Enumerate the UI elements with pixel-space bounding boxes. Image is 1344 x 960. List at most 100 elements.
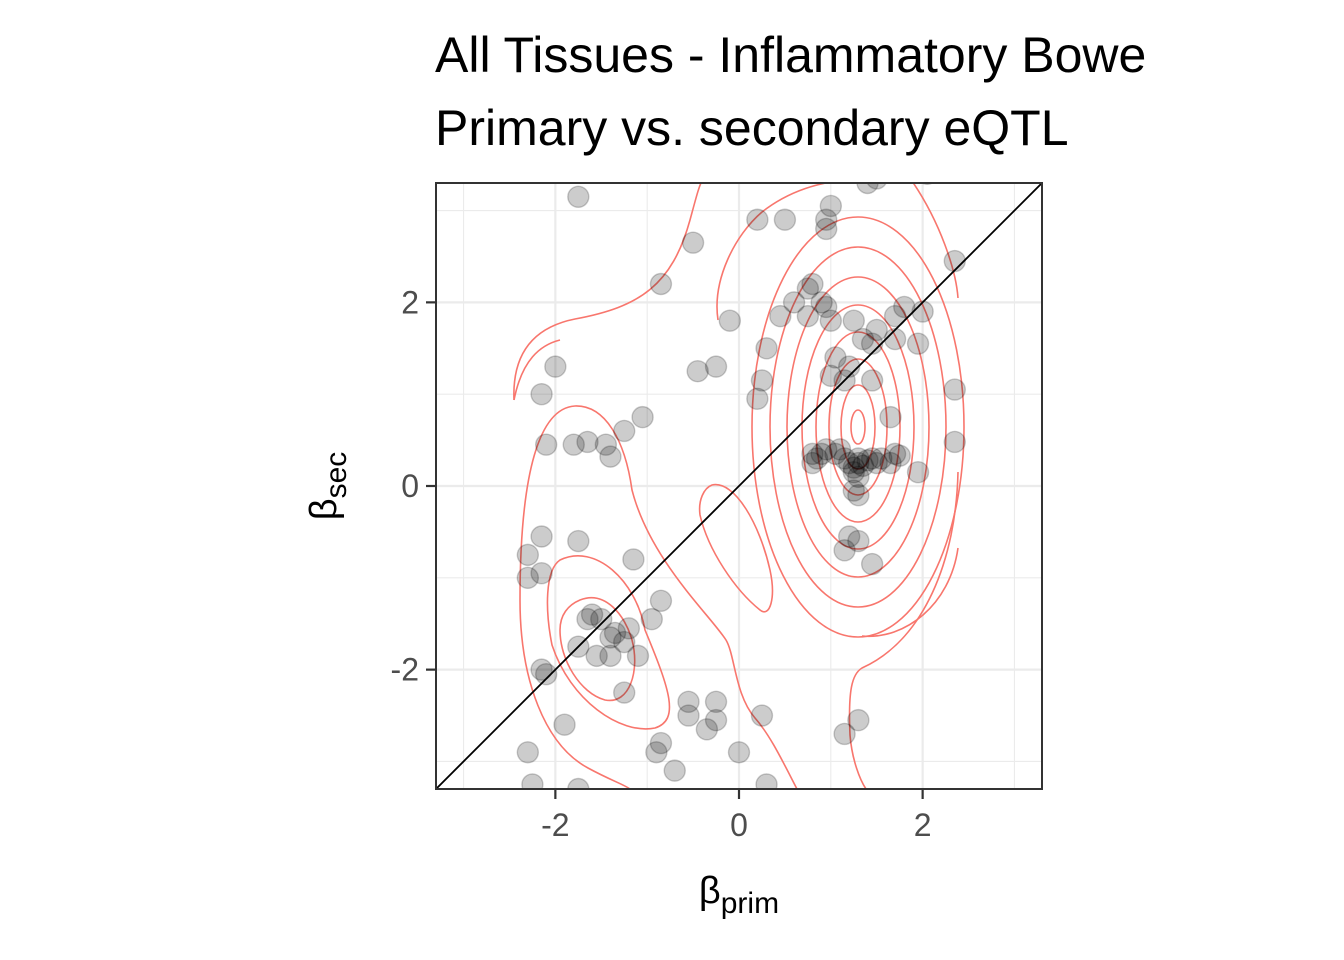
data-point bbox=[755, 773, 778, 789]
data-point bbox=[801, 272, 824, 296]
data-point bbox=[856, 183, 879, 195]
data-point bbox=[622, 548, 645, 571]
density-contour-17 bbox=[850, 409, 866, 445]
data-point bbox=[837, 525, 861, 548]
data-point bbox=[746, 208, 769, 231]
data-point bbox=[590, 607, 613, 631]
data-point bbox=[828, 438, 852, 461]
data-point bbox=[920, 183, 934, 186]
density-contour-10 bbox=[751, 216, 965, 638]
density-contour-5 bbox=[861, 547, 959, 638]
density-contour-7 bbox=[546, 555, 671, 730]
data-point bbox=[746, 387, 769, 410]
data-point bbox=[801, 442, 824, 466]
data-point bbox=[649, 731, 673, 755]
data-point bbox=[847, 447, 870, 470]
data-point bbox=[851, 327, 875, 351]
data-point bbox=[567, 185, 590, 208]
data-point bbox=[782, 291, 806, 314]
data-point bbox=[847, 451, 870, 475]
data-point bbox=[704, 355, 728, 378]
data-point bbox=[613, 419, 636, 443]
data-point bbox=[727, 741, 751, 764]
data-point bbox=[599, 626, 622, 649]
data-point bbox=[842, 456, 865, 479]
data-point bbox=[815, 295, 838, 319]
data-point bbox=[755, 337, 778, 360]
data-point bbox=[530, 525, 553, 548]
data-point bbox=[943, 430, 966, 454]
data-point bbox=[801, 451, 824, 475]
data-point bbox=[553, 713, 576, 736]
density-contour-2 bbox=[716, 183, 831, 321]
data-point bbox=[819, 364, 843, 388]
plot-panel bbox=[435, 182, 1043, 790]
data-point bbox=[567, 777, 590, 789]
data-point bbox=[837, 355, 861, 378]
density-contour-13 bbox=[801, 304, 915, 550]
data-point bbox=[796, 304, 820, 328]
data-point bbox=[599, 445, 622, 468]
density-contour-1b bbox=[513, 339, 561, 401]
data-point bbox=[718, 309, 742, 332]
y-axis-title-symbol: β bbox=[303, 498, 345, 520]
data-point bbox=[893, 295, 916, 319]
data-point bbox=[815, 208, 838, 231]
data-point bbox=[883, 442, 907, 466]
data-point bbox=[530, 562, 553, 585]
density-contour-16 bbox=[840, 384, 876, 470]
x-axis-title-symbol: β bbox=[699, 870, 721, 912]
data-point bbox=[677, 690, 700, 713]
data-point bbox=[516, 566, 540, 590]
data-point bbox=[860, 552, 884, 576]
data-point bbox=[943, 249, 966, 273]
data-point bbox=[686, 360, 709, 383]
data-point bbox=[631, 405, 654, 429]
y-axis: -2 0 2 bbox=[391, 284, 436, 688]
data-point bbox=[626, 644, 650, 668]
data-point bbox=[567, 529, 590, 553]
data-point bbox=[704, 690, 728, 713]
data-point bbox=[847, 483, 870, 507]
data-point bbox=[851, 454, 875, 477]
data-point bbox=[837, 451, 861, 475]
data-point bbox=[562, 433, 585, 456]
y-axis-title-subscript: sec bbox=[320, 452, 353, 499]
data-point bbox=[617, 617, 641, 640]
data-point bbox=[599, 644, 622, 668]
density-contour-9 bbox=[698, 483, 774, 613]
data-point bbox=[534, 663, 558, 686]
data-point bbox=[847, 465, 870, 489]
x-tick-label: -2 bbox=[541, 807, 569, 843]
data-point bbox=[865, 451, 888, 475]
data-point bbox=[842, 479, 865, 502]
data-points bbox=[516, 183, 966, 789]
data-point bbox=[534, 433, 558, 456]
data-point bbox=[883, 304, 907, 328]
data-point bbox=[521, 773, 544, 789]
data-point bbox=[645, 741, 668, 764]
data-point bbox=[576, 430, 599, 454]
data-point bbox=[750, 704, 774, 727]
data-point bbox=[879, 405, 902, 429]
data-point bbox=[911, 300, 934, 323]
data-point bbox=[544, 355, 567, 378]
data-point bbox=[815, 217, 838, 241]
data-point bbox=[576, 607, 599, 631]
density-contour-12 bbox=[786, 276, 930, 578]
data-point bbox=[842, 309, 865, 332]
data-point bbox=[810, 291, 833, 314]
data-point bbox=[769, 304, 792, 328]
data-point bbox=[640, 607, 663, 631]
data-point bbox=[865, 318, 888, 342]
y-tick-label: 2 bbox=[401, 284, 419, 320]
data-point bbox=[810, 442, 833, 466]
x-axis-title: βprim bbox=[699, 870, 779, 920]
data-point bbox=[613, 630, 636, 654]
data-point bbox=[649, 272, 673, 296]
data-point bbox=[906, 461, 930, 484]
density-contour-15 bbox=[828, 358, 888, 496]
data-point bbox=[530, 658, 553, 681]
data-point bbox=[704, 708, 728, 732]
data-point bbox=[860, 447, 884, 470]
